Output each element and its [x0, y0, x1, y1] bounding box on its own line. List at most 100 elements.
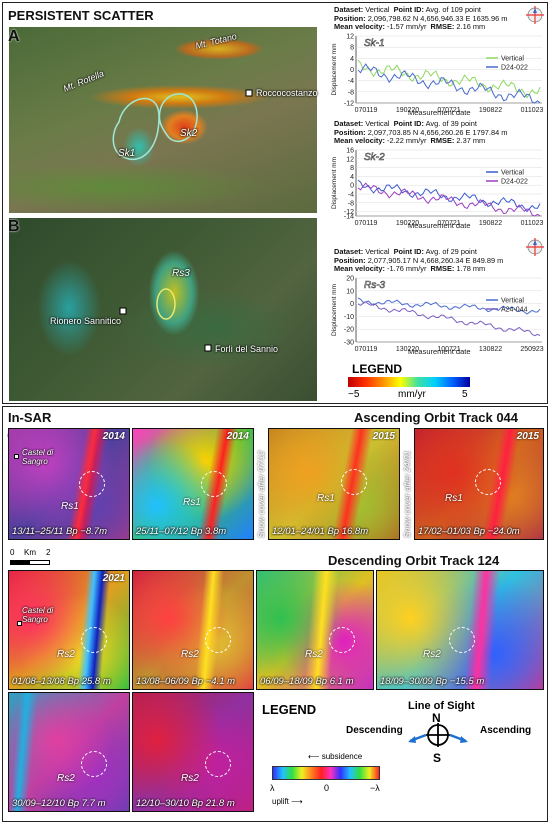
y-tick-label: 16: [346, 148, 354, 155]
legend-entry: Vertical: [501, 56, 524, 63]
line-of-sight-compass-icon: [408, 723, 468, 747]
y-tick-label: -4: [348, 192, 354, 199]
arrow-left-icon: ⟵: [308, 752, 322, 761]
legend-entry: A24-044: [501, 307, 528, 314]
map-a-overlay: [112, 89, 253, 161]
interferogram-desc-1: 2021 Rs2 01/08–13/08 Bp 25.8 m: [8, 570, 130, 690]
target-circle: [81, 751, 107, 777]
legend-entry: Vertical: [501, 298, 524, 305]
ps-legend-title: LEGEND: [352, 362, 403, 376]
snow-cover-label-1: Snow cover after 07/12: [256, 450, 266, 538]
x-tick-label: 190822: [479, 107, 502, 114]
los-descending: Descending: [346, 725, 403, 736]
series-tag: Sk-2: [364, 152, 385, 163]
arrow-right-icon: ⟶: [288, 797, 303, 806]
target-circle: [341, 469, 367, 495]
uplift-label: uplift ⟶: [272, 797, 303, 806]
castel-marker: [17, 621, 22, 626]
target-circle: [205, 751, 231, 777]
map-b-label-rs3: Rs3: [172, 268, 190, 279]
interferogram-asc-2: 2014 Rs1 25/11–07/12 Bp 3.8m: [132, 428, 254, 540]
y-tick-label: 12: [346, 34, 354, 41]
caption-desc-1: 01/08–13/08 Bp 25.8 m: [12, 676, 111, 687]
map-a: [9, 27, 317, 213]
lambda-left: λ: [270, 783, 275, 793]
series-tag: Sk-1: [364, 38, 385, 49]
y-axis-label: Displacement mm: [331, 43, 338, 95]
map-b-label-rionero: Rionero Sannitico: [50, 316, 122, 326]
y-tick-label: -30: [344, 340, 354, 347]
descending-title: Descending Orbit Track 124: [328, 553, 500, 568]
timeseries-rs3-header: Dataset: Vertical Point ID: Avg. of 29 p…: [334, 247, 504, 274]
map-a-label-sk2: Sk2: [180, 128, 198, 139]
panel-letter-a: A: [8, 28, 20, 45]
series-line-vertical: [357, 179, 541, 213]
ts2-xlabel: Measurement date: [408, 221, 471, 230]
ps-legend-max: 5: [462, 389, 468, 400]
y-tick-label: -8: [348, 200, 354, 207]
ps-legend-colorbar: [348, 377, 470, 387]
target-circle: [201, 471, 227, 497]
x-tick-label: 190822: [479, 220, 502, 227]
timeseries-sk2-header: Dataset: Vertical Point ID: Avg. of 39 p…: [334, 119, 508, 146]
x-tick-label: 070721: [437, 107, 460, 114]
y-tick-label: -12: [344, 101, 354, 108]
map-b-label-forli: Forlì del Sannio: [215, 344, 279, 354]
snow-cover-label-2: Snow cover after 24/01: [402, 450, 412, 538]
target-circle: [79, 471, 105, 497]
caption-asc-2: 25/11–07/12 Bp 3.8m: [136, 526, 227, 537]
castel-label-d: Castel di Sangro: [22, 606, 54, 624]
label-rs2: Rs2: [57, 649, 75, 660]
x-tick-label: 130220: [396, 346, 419, 353]
los-north: N: [432, 711, 441, 725]
ts1-xlabel: Measurement date: [408, 108, 471, 117]
series-line-los: [357, 182, 541, 217]
caption-desc-2: 13/08–06/09 Bp −4.1 m: [136, 676, 236, 687]
lambda-zero: 0: [324, 783, 330, 793]
los-south: S: [433, 751, 442, 765]
caption-desc-3: 06/09–18/09 Bp 6.1 m: [260, 676, 354, 687]
y-tick-label: 10: [346, 288, 354, 295]
y-tick-label: 20: [346, 276, 354, 283]
map-b-overlay: [119, 288, 212, 352]
panel-letter-b: B: [8, 218, 20, 235]
scale-two: 2: [46, 548, 51, 557]
los-ascending: Ascending: [480, 725, 532, 736]
interferogram-desc-6: Rs2 12/10–30/10 Bp 21.8 m: [132, 692, 254, 812]
x-tick-label: 011023: [521, 220, 544, 227]
interferogram-asc-1: 2014 Rs1 13/11–25/11 Bp −8.7m: [8, 428, 130, 540]
y-axis-label: Displacement mm: [331, 284, 338, 336]
x-tick-label: 070721: [437, 220, 460, 227]
y-tick-label: 0: [350, 67, 354, 74]
caption-desc-5: 30/09–12/10 Bp 7.7 m: [12, 798, 106, 809]
map-a-label-sk1: Sk1: [118, 148, 136, 159]
label-rs1: Rs1: [317, 493, 335, 504]
x-tick-label: 190220: [396, 107, 419, 114]
y-tick-label: 8: [350, 165, 354, 172]
y-tick-label: -20: [344, 327, 354, 334]
insar-legend-title: LEGEND: [262, 702, 317, 717]
ts3-xlabel: Measurement date: [408, 347, 471, 356]
y-tick-label: 4: [350, 174, 354, 181]
scale-zero: 0: [10, 548, 15, 557]
y-tick-label: 0: [350, 183, 354, 190]
series-line-vertical: [357, 297, 541, 315]
los-title: Line of Sight: [408, 700, 475, 712]
legend-entry: Vertical: [501, 170, 524, 177]
legend-entry: D24-022: [501, 179, 528, 186]
interferogram-desc-5: Rs2 30/09–12/10 Bp 7.7 m: [8, 692, 130, 812]
scale-km: Km: [24, 548, 36, 557]
series-tag: Rs-3: [364, 280, 386, 291]
y-tick-label: 8: [350, 45, 354, 52]
insar-title: In-SAR: [8, 410, 52, 425]
series-line-vertical: [357, 59, 541, 99]
insar-legend-colorbar: [272, 766, 380, 780]
caption-asc-1: 13/11–25/11 Bp −8.7m: [12, 526, 107, 537]
label-rs2: Rs2: [305, 649, 323, 660]
x-tick-label: 070119: [355, 220, 378, 227]
y-tick-label: 4: [350, 56, 354, 63]
legend-entry: D24-022: [501, 65, 528, 72]
